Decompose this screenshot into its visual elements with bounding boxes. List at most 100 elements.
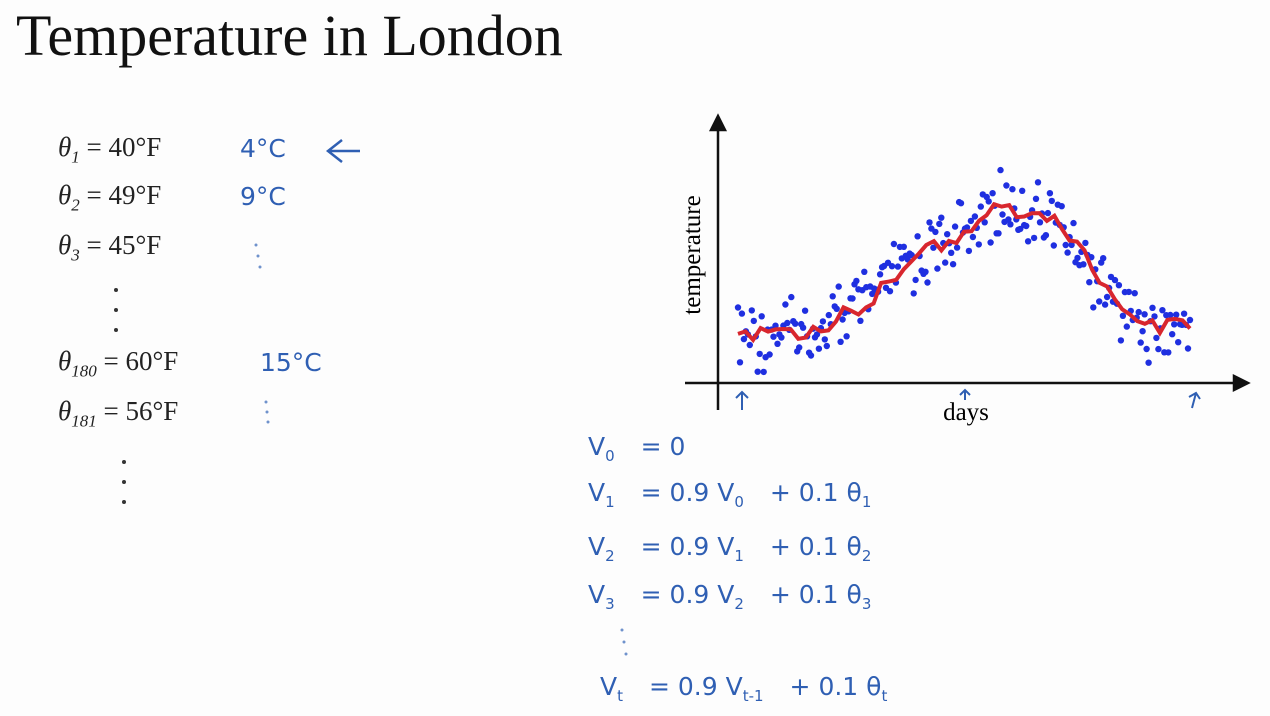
reading: θ180 = 60°F [58,346,178,381]
symbol: θ [58,396,72,426]
dot [1184,345,1192,352]
dot [995,230,1002,237]
average-line [737,201,1192,344]
dot [944,231,951,238]
dot [760,368,767,376]
dot [953,244,961,251]
dot [1032,195,1040,202]
formula-sub: 2 [861,547,872,565]
dot [1005,216,1012,223]
formula-sub: t [617,687,623,705]
dot [1119,312,1127,319]
dot [936,220,943,228]
dot [1034,179,1042,186]
dot [813,331,821,338]
dot [801,307,809,314]
dot [1145,359,1152,366]
formula-sub: 2 [605,547,615,565]
dot [792,320,799,327]
dot [823,342,830,350]
dot [932,228,939,236]
formula-text: = 0.9 V [640,478,735,507]
dot [963,224,971,231]
dot [977,203,984,210]
dot [843,333,850,340]
dot [837,338,844,345]
dot [888,263,896,270]
formula: V3 = 0.9 V2 + 0.1 θ3 [588,580,897,613]
dot [772,322,779,329]
dot [1137,339,1144,346]
reading: θ2 = 49°F [58,180,161,215]
value: = 40°F [86,132,162,162]
dot [819,318,827,325]
dot [1046,190,1054,197]
dot [774,340,781,347]
dot [796,344,803,351]
subscript: 2 [71,195,80,215]
formula-part: = 0.9 V2 [641,580,744,613]
dot [861,268,868,275]
formula-sub: 1 [861,493,872,511]
dot [886,288,894,295]
reading: θ1 = 40°F [58,132,161,167]
dot [997,166,1004,174]
dot [981,219,988,226]
formula: Vt = 0.9 Vt-1 + 0.1 θt [600,672,913,705]
dot [799,324,807,331]
formula: V2 = 0.9 V1 + 0.1 θ2 [588,532,897,565]
dot [1082,239,1089,247]
formula-sub: t [881,687,888,705]
dot [1171,321,1178,328]
formula-part: = 0.9 V1 [641,532,744,565]
axes [685,113,1251,410]
dot [756,350,763,358]
formula-part: Vt [600,672,623,705]
dot [788,293,795,301]
formula-sub: 3 [861,595,872,613]
formula: V1 = 0.9 V0 + 0.1 θ1 [588,478,897,511]
dot [876,271,884,278]
formula-text: = 0.9 V [649,672,743,701]
dot [967,217,975,225]
dot [1030,234,1038,242]
dot [784,319,791,327]
note: 9°C [240,182,286,211]
dot [815,345,823,352]
dot [849,295,856,302]
dot [770,333,777,340]
dot [1048,197,1056,205]
dot [1044,209,1052,217]
formula-text: = 0 [640,432,686,461]
dot [1143,345,1150,353]
dot [1096,298,1103,305]
dot [1173,311,1180,318]
dot [758,313,765,320]
dot [746,341,753,349]
dot [1111,276,1119,284]
scatter [734,166,1194,376]
value: = 45°F [86,230,162,260]
dot [1131,290,1138,297]
dot [1153,334,1160,342]
dot [869,290,876,298]
dot [766,351,773,358]
dot [835,283,842,290]
dot [987,239,994,246]
dot [942,259,949,266]
dot [1123,323,1131,330]
formula-sub: 2 [734,595,744,613]
arrow [325,139,360,163]
formula-part: V0 [588,432,615,465]
dot [821,336,828,343]
dot [853,277,860,285]
formula-sub: t-1 [742,687,764,705]
dot [1103,293,1111,301]
reading: θ3 = 45°F [58,230,161,265]
symbol: θ [58,230,72,260]
formula-sub: 1 [734,547,744,565]
subscript: 181 [71,411,97,431]
dot [957,200,965,207]
